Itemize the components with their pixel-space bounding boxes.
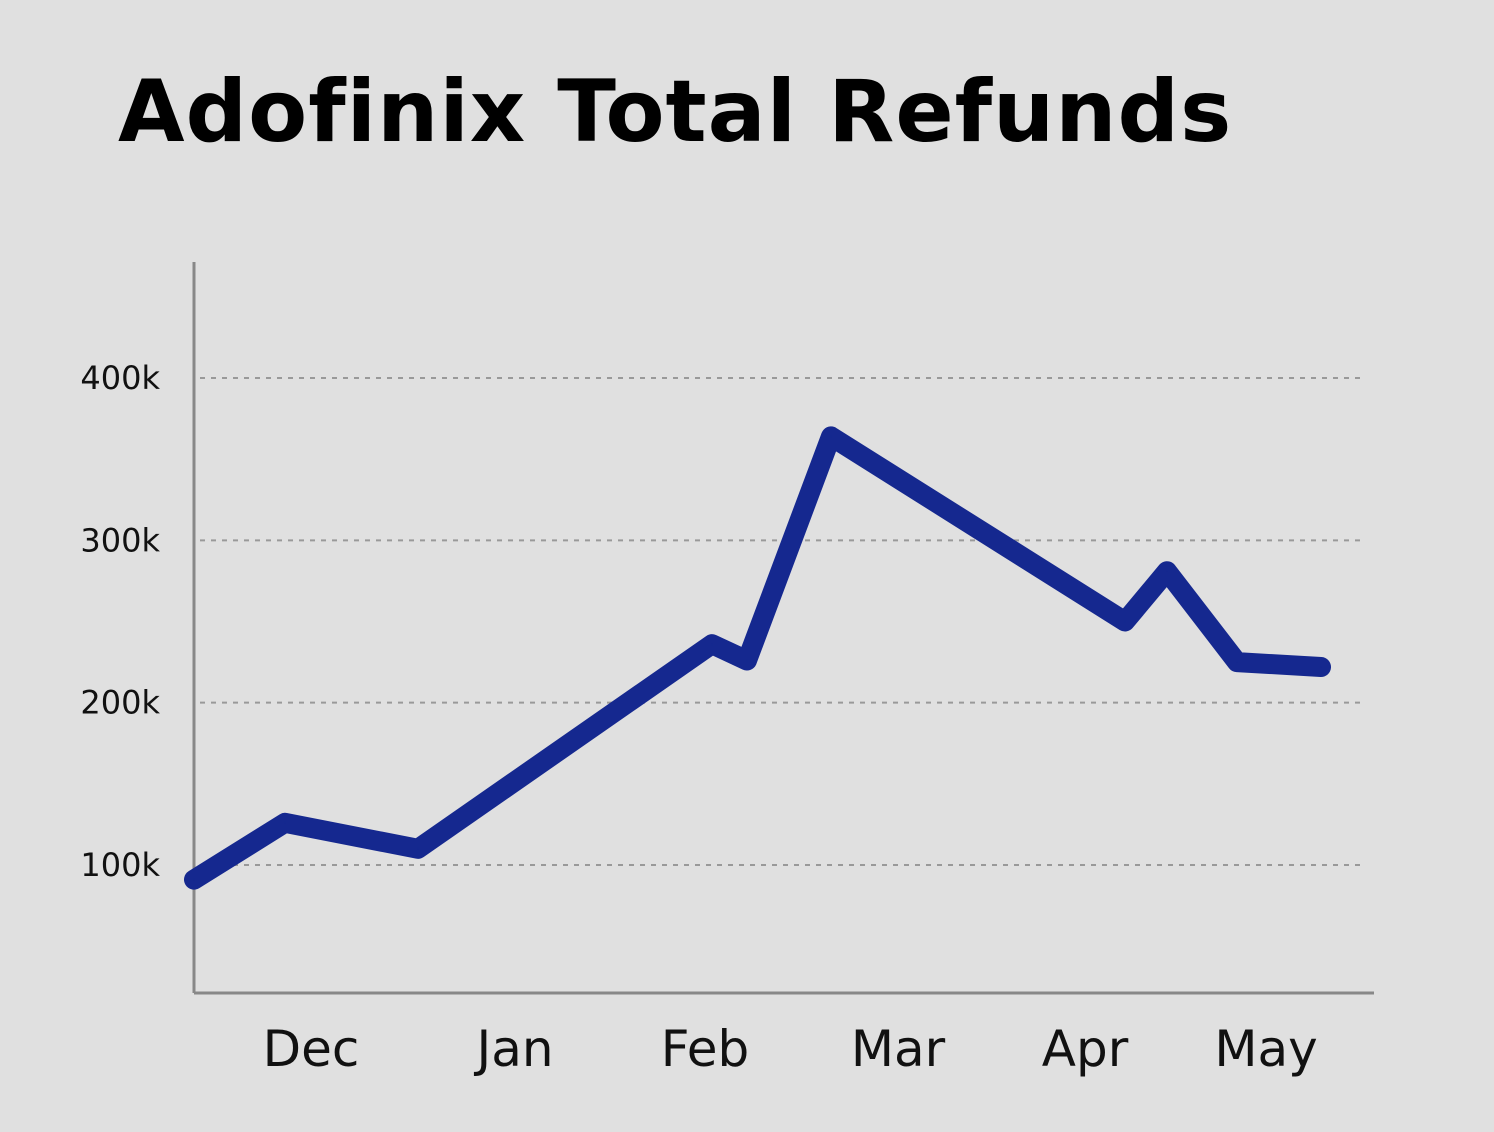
data-point [1236, 661, 1238, 664]
y-tick-labels: 100k 200k 300k 400k [80, 359, 160, 884]
data-point [830, 435, 832, 438]
data-point [711, 643, 713, 646]
x-tick-label: Mar [851, 1020, 946, 1078]
x-tick-label: Jan [473, 1020, 553, 1078]
series-line [184, 426, 1331, 890]
x-tick-label: Feb [661, 1020, 750, 1078]
data-point [1166, 570, 1168, 573]
y-tick-label: 400k [80, 359, 160, 397]
data-point [1320, 665, 1322, 668]
x-tick-labels: Dec Jan Feb Mar Apr May [263, 1020, 1318, 1078]
chart-title: Adofinix Total Refunds [118, 62, 1233, 162]
data-point [417, 847, 419, 850]
gridlines [200, 377, 1364, 866]
axes [192, 262, 1374, 995]
y-tick-label: 100k [80, 846, 160, 884]
x-tick-label: May [1214, 1020, 1317, 1078]
x-tick-label: Dec [263, 1020, 360, 1078]
y-tick-label: 300k [80, 521, 160, 559]
series [184, 426, 1331, 890]
x-tick-label: Apr [1042, 1020, 1129, 1078]
y-tick-label: 200k [80, 684, 160, 722]
data-point [746, 659, 748, 662]
data-point [284, 821, 286, 824]
data-point [193, 878, 195, 881]
data-point [1124, 620, 1126, 623]
